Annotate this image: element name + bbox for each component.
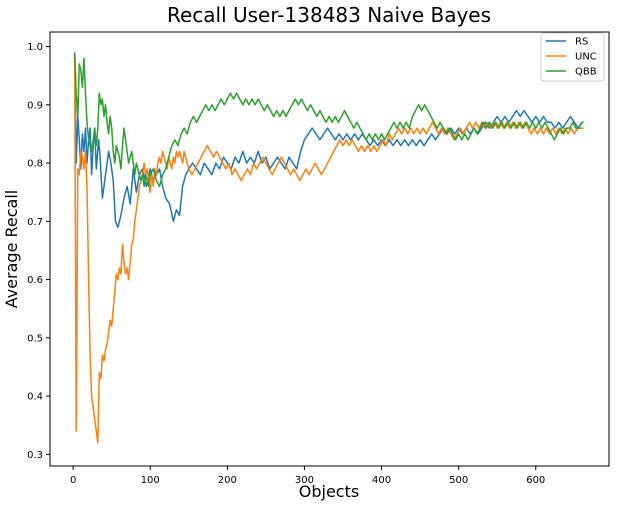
y-tick-label: 0.7 bbox=[27, 217, 43, 228]
series-line-qbb bbox=[73, 52, 584, 188]
x-tick-label: 300 bbox=[295, 475, 314, 486]
x-axis-ticks: 0 100 200 300 400 500 600 bbox=[70, 466, 545, 486]
legend-box bbox=[540, 32, 605, 82]
x-tick-label: 400 bbox=[372, 475, 391, 486]
x-tick-label: 500 bbox=[449, 475, 468, 486]
y-tick-label: 0.4 bbox=[27, 392, 43, 403]
series-line-unc bbox=[73, 58, 584, 444]
chart-title: Recall User-138483 Naive Bayes bbox=[167, 3, 491, 27]
plot-area bbox=[49, 31, 610, 467]
x-axis-label: Objects bbox=[299, 482, 359, 501]
x-tick-label: 600 bbox=[526, 475, 545, 486]
legend-label-qbb: QBB bbox=[575, 67, 597, 78]
legend-items: RS UNC QBB bbox=[546, 37, 597, 78]
series-layer bbox=[73, 52, 584, 444]
legend: RS UNC QBB bbox=[540, 32, 605, 82]
y-axis-ticks: 0.3 0.4 0.5 0.6 0.7 0.8 0.9 1.0 bbox=[27, 42, 50, 461]
y-tick-label: 0.8 bbox=[27, 159, 43, 170]
legend-label-rs: RS bbox=[575, 37, 588, 48]
y-tick-label: 0.9 bbox=[27, 100, 43, 111]
x-tick-label: 200 bbox=[218, 475, 237, 486]
y-tick-label: 0.3 bbox=[27, 450, 43, 461]
x-tick-label: 0 bbox=[70, 475, 76, 486]
y-tick-label: 0.5 bbox=[27, 333, 43, 344]
y-tick-label: 0.6 bbox=[27, 275, 43, 286]
y-axis-label: Average Recall bbox=[2, 190, 21, 309]
x-tick-label: 100 bbox=[141, 475, 160, 486]
y-tick-label: 1.0 bbox=[27, 42, 43, 53]
legend-label-unc: UNC bbox=[575, 52, 597, 63]
plot-frame bbox=[49, 31, 610, 467]
